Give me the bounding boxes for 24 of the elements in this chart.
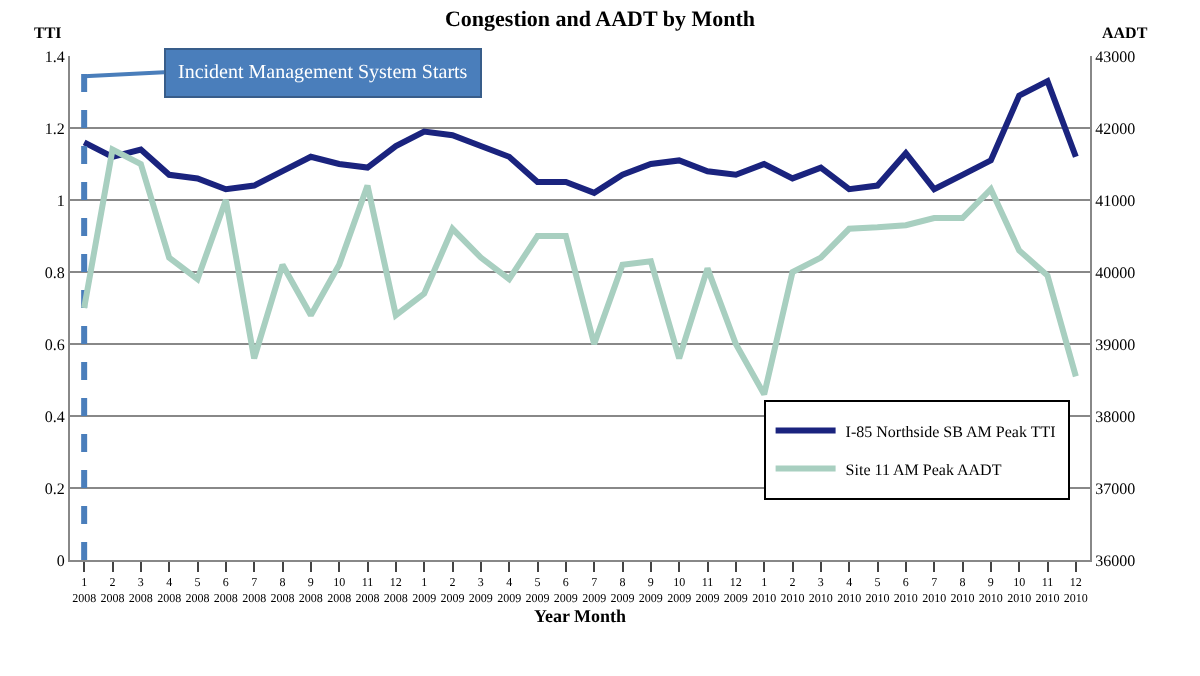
- legend-label: Site 11 AM Peak AADT: [845, 460, 1002, 479]
- y2-tick-label: 40000: [1095, 263, 1136, 282]
- y-tick-label: 0.8: [44, 263, 65, 282]
- line-series: [81, 146, 1079, 398]
- legend-label: I-85 Northside SB AM Peak TTI: [845, 422, 1057, 441]
- y2-tick-label: 37000: [1095, 479, 1136, 498]
- y-tick-label: 0.2: [44, 479, 65, 498]
- y-tick-label: 0.4: [44, 407, 65, 426]
- ref-line-label: Incident Management System Starts: [178, 62, 468, 84]
- y2-tick-label: 39000: [1095, 335, 1136, 354]
- y2-tick-label: 36000: [1095, 551, 1136, 570]
- y-tick-label: 1.4: [44, 47, 65, 66]
- y2-tick-label: 38000: [1095, 407, 1136, 426]
- y-tick-label: 0: [56, 551, 65, 570]
- y-tick-label: 1: [56, 191, 65, 210]
- chart-title: Congestion and AADT by Month: [444, 7, 756, 32]
- y2-axis-title: AADT: [1102, 24, 1149, 42]
- y-tick-label: 1.2: [44, 119, 65, 138]
- y2-tick-label: 42000: [1095, 119, 1136, 138]
- y2-tick-label: 41000: [1095, 191, 1136, 210]
- y-tick-label: 0.6: [44, 335, 65, 354]
- y-axis-title: TTI: [34, 24, 62, 42]
- y2-tick-label: 43000: [1095, 47, 1136, 66]
- x-axis-title: Year Month: [533, 606, 627, 626]
